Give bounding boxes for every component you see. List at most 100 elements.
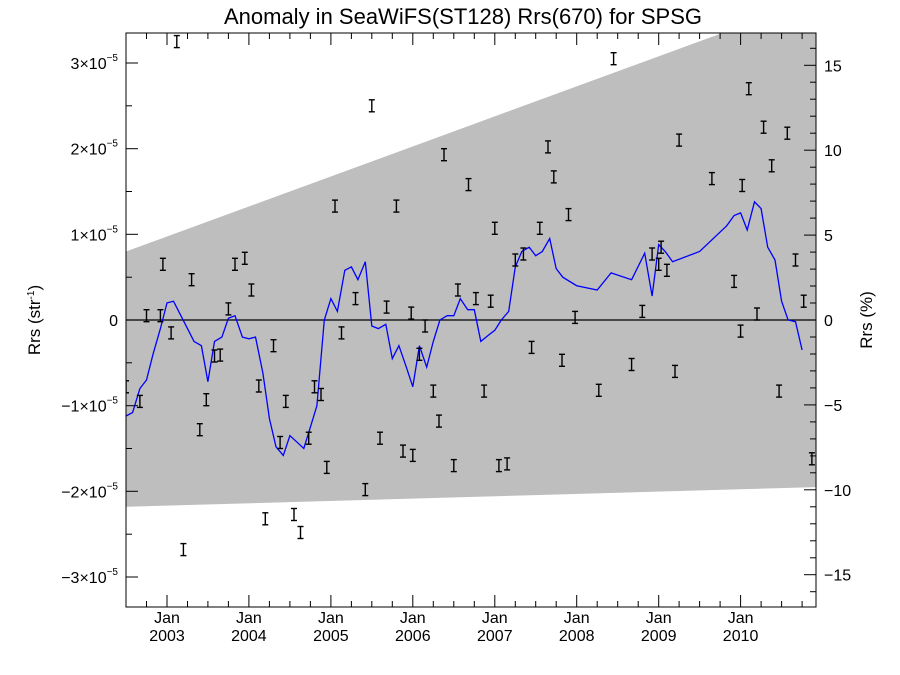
y-axis-right-label: Rrs (%) xyxy=(857,291,876,349)
data-point xyxy=(196,423,203,437)
y-axis-left: 3×10−5 2×10−5 1×10−5 0 −1×10−5 −2×10−5 −3×10−5 xyxy=(61,53,138,587)
x-tick-year-label: 2005 xyxy=(313,628,349,645)
data-point xyxy=(393,199,400,213)
data-point xyxy=(737,324,744,338)
y-right-tick-label: −5 xyxy=(824,398,842,415)
data-point xyxy=(173,34,180,49)
data-point xyxy=(504,457,511,471)
anomaly-points xyxy=(126,34,815,557)
data-point xyxy=(352,291,359,306)
y-left-tick-label: 0 xyxy=(109,313,118,330)
data-point xyxy=(241,251,248,265)
data-point xyxy=(550,170,557,184)
x-tick-month-label: Jan xyxy=(318,610,344,627)
data-point xyxy=(639,304,646,319)
y-left-tick-label: 2×10−5 xyxy=(71,139,119,159)
data-point xyxy=(416,347,423,361)
data-point xyxy=(481,384,488,398)
data-point xyxy=(377,431,383,445)
data-point xyxy=(672,364,678,379)
data-point xyxy=(565,207,572,222)
data-point xyxy=(383,300,390,314)
data-point xyxy=(465,177,472,192)
y-axis-left-label: Rrs (str-1) xyxy=(25,285,44,355)
y-left-tick-label: 3×10−5 xyxy=(71,53,119,73)
y-right-tick-label: 15 xyxy=(824,58,842,75)
data-point xyxy=(572,310,579,325)
chart-title: Anomaly in SeaWiFS(ST128) Rrs(670) for S… xyxy=(224,4,702,29)
y-right-tick-label: 5 xyxy=(824,228,833,245)
data-point xyxy=(409,448,416,463)
data-point xyxy=(745,81,752,96)
data-point xyxy=(545,140,551,154)
data-point xyxy=(800,294,807,308)
data-point xyxy=(739,178,746,193)
data-point xyxy=(255,379,262,393)
y-left-tick-label: 1×10−5 xyxy=(71,224,119,244)
data-point xyxy=(232,257,238,271)
data-point xyxy=(491,221,498,236)
data-point xyxy=(495,458,502,473)
x-tick-year-label: 2006 xyxy=(395,628,431,645)
data-point xyxy=(311,380,318,394)
data-point xyxy=(768,159,775,173)
x-tick-year-label: 2008 xyxy=(559,628,595,645)
data-point xyxy=(318,387,324,402)
data-point xyxy=(180,542,187,557)
data-point xyxy=(754,307,760,321)
y-right-tick-label: 0 xyxy=(824,313,833,330)
data-point xyxy=(520,247,527,261)
data-point xyxy=(512,253,519,267)
x-tick-month-label: Jan xyxy=(482,610,508,627)
data-point xyxy=(362,482,369,497)
data-point xyxy=(270,339,277,353)
data-point xyxy=(168,326,175,340)
data-point xyxy=(203,393,210,407)
data-point xyxy=(649,247,656,261)
data-point xyxy=(559,353,565,367)
data-point xyxy=(338,326,345,340)
data-point xyxy=(323,460,330,475)
x-tick-year-label: 2007 xyxy=(477,628,513,645)
data-point xyxy=(760,120,767,134)
data-point xyxy=(658,240,665,254)
uncertainty-band xyxy=(126,33,816,507)
data-point xyxy=(143,309,150,323)
y-axis-right: 15 10 5 0 −5 −10 −15 xyxy=(804,47,851,593)
x-tick-year-label: 2003 xyxy=(149,628,185,645)
data-point xyxy=(792,253,799,267)
x-tick-year-label: 2009 xyxy=(641,628,677,645)
data-point xyxy=(157,309,164,323)
data-point xyxy=(408,306,415,320)
y-right-tick-label: −10 xyxy=(824,483,851,500)
data-point xyxy=(595,383,602,397)
y-right-tick-label: 10 xyxy=(824,143,842,160)
data-point xyxy=(708,171,715,186)
data-point xyxy=(305,431,312,445)
data-point xyxy=(676,133,683,147)
smoothed-anomaly-line xyxy=(126,200,803,457)
data-point xyxy=(332,199,338,213)
data-point xyxy=(528,340,535,355)
data-point xyxy=(454,283,461,297)
data-point xyxy=(628,357,635,372)
data-point xyxy=(400,444,406,458)
data-point xyxy=(248,283,255,297)
data-point xyxy=(731,274,738,289)
y-left-tick-label: −3×10−5 xyxy=(61,567,118,587)
data-point xyxy=(262,512,269,526)
data-point xyxy=(430,384,437,398)
x-tick-month-label: Jan xyxy=(564,610,590,627)
data-point xyxy=(126,380,129,394)
x-tick-month-label: Jan xyxy=(154,610,180,627)
data-point xyxy=(436,414,442,428)
data-point xyxy=(784,126,791,140)
data-point xyxy=(225,302,232,316)
data-point xyxy=(655,257,662,271)
data-point xyxy=(159,257,166,271)
x-tick-month-label: Jan xyxy=(236,610,262,627)
x-tick-year-label: 2010 xyxy=(723,628,759,645)
y-left-tick-label: −1×10−5 xyxy=(61,396,118,416)
data-point xyxy=(472,291,479,306)
